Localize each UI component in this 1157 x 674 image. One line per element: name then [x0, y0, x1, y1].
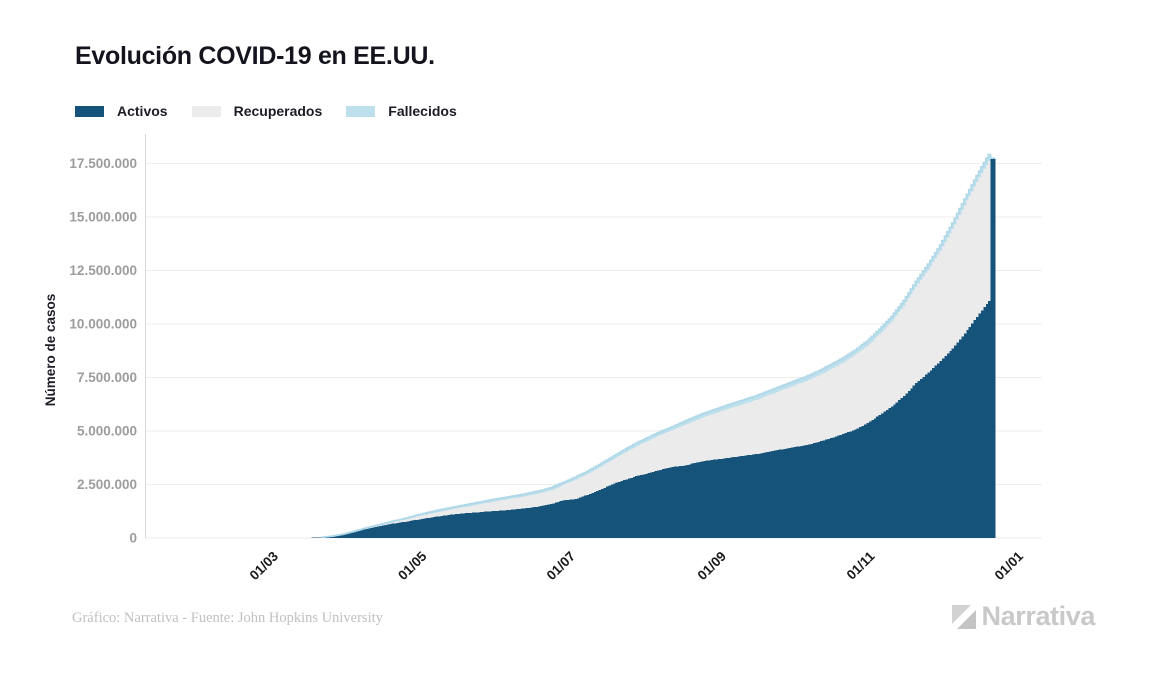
y-tick-label: 0: [129, 531, 137, 546]
y-tick-label: 12.500.000: [69, 263, 137, 278]
chart-title: Evolución COVID-19 en EE.UU.: [75, 42, 435, 70]
legend-label-recuperados: Recuperados: [233, 103, 323, 119]
y-tick-label: 10.000.000: [69, 317, 137, 332]
chart-source-credit: Gráfico: Narrativa - Fuente: John Hopkin…: [72, 610, 383, 626]
x-tick-label: 01/01: [992, 548, 1027, 583]
legend-label-fallecidos: Fallecidos: [388, 103, 457, 119]
area-recuperados: [175, 158, 996, 538]
x-tick-label: 01/03: [247, 548, 282, 583]
y-tick-label: 15.000.000: [69, 210, 137, 225]
y-tick-label: 17.500.000: [69, 156, 137, 171]
legend-swatch-fallecidos: [346, 105, 376, 117]
y-tick-label: 7.500.000: [77, 370, 137, 385]
x-tick-label: 01/05: [395, 548, 430, 583]
area-activos: [175, 158, 996, 538]
narrativa-logo-icon: [951, 604, 976, 629]
y-tick-label: 5.000.000: [77, 424, 137, 439]
legend-item-fallecidos: Fallecidos: [346, 103, 457, 119]
legend-swatch-recuperados: [191, 105, 221, 117]
brand-logo: Narrativa: [951, 601, 1095, 632]
x-tick-label: 01/11: [844, 548, 878, 582]
brand-wordmark: Narrativa: [981, 601, 1096, 631]
legend: Activos Recuperados Fallecidos: [75, 103, 457, 119]
y-tick-label: 2.500.000: [77, 477, 137, 492]
x-tick-label: 01/07: [544, 549, 579, 584]
total-cap-line: [321, 153, 996, 538]
x-tick-label: 01/09: [695, 549, 730, 584]
legend-item-recuperados: Recuperados: [191, 103, 323, 119]
y-axis-title: Número de casos: [43, 294, 58, 407]
legend-swatch-activos: [75, 105, 104, 117]
legend-item-activos: Activos: [75, 103, 168, 119]
legend-label-activos: Activos: [117, 103, 168, 119]
